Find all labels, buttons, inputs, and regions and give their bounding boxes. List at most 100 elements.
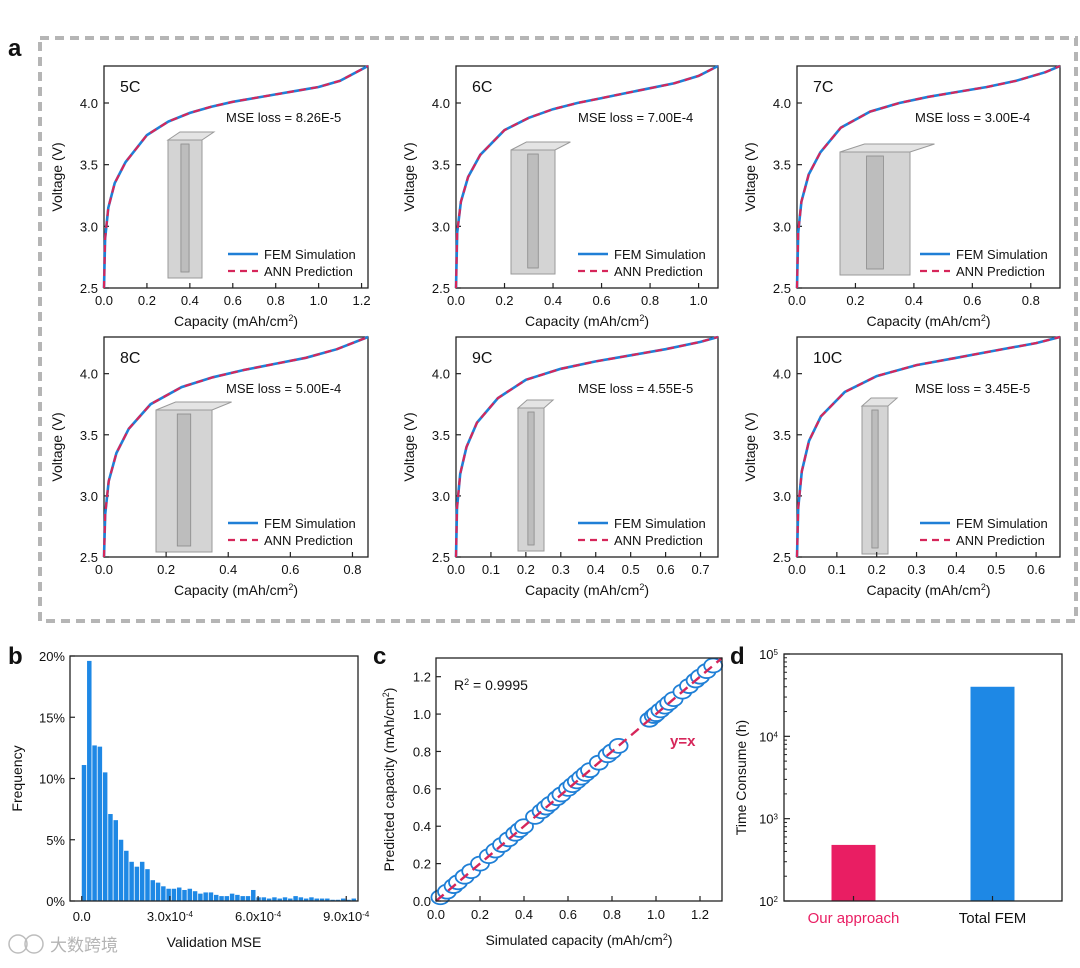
legend-ann-label: ANN Prediction xyxy=(614,533,703,548)
y-tick-label: 15% xyxy=(39,710,65,725)
electrode-model-image xyxy=(516,399,555,552)
x-tick-label: 0.3 xyxy=(908,562,926,577)
model-pillar xyxy=(527,411,535,546)
y-axis-label: Voltage (V) xyxy=(401,412,417,481)
watermark-logo-icon xyxy=(24,934,44,954)
histogram-bar xyxy=(245,896,251,901)
legend-ann-label: ANN Prediction xyxy=(956,264,1045,279)
x-tick-label: 0.4 xyxy=(587,562,605,577)
model-pillar xyxy=(176,413,192,547)
model-top xyxy=(510,141,571,151)
histogram-bar xyxy=(134,866,140,901)
panel-label-c: c xyxy=(373,643,386,670)
histogram-bar xyxy=(150,880,156,901)
voltage-plot-5C: 0.0 0.2 0.4 0.6 0.8 1.0 1.2 2.5 3.0 3.5 4.0 Capacit… xyxy=(49,64,371,329)
histogram-bar xyxy=(219,896,224,901)
y-tick-label: 2.5 xyxy=(773,550,791,565)
voltage-plot-6C: 0.0 0.2 0.4 0.6 0.8 1.0 2.5 3.0 3.5 4.0 Capacity (… xyxy=(401,64,719,329)
histogram-bar xyxy=(266,898,272,901)
histogram-bar xyxy=(288,898,293,901)
watermark-logo-icon xyxy=(8,934,28,954)
x-tick-label: 0.0 xyxy=(73,909,91,924)
x-tick-label: 0.8 xyxy=(343,562,361,577)
x-axis-label: Capacity (mAh/cm2) xyxy=(866,313,990,329)
x-axis-label: Validation MSE xyxy=(167,934,262,950)
histogram-bar xyxy=(303,898,309,901)
legend-fem-label: FEM Simulation xyxy=(264,247,356,262)
x-tick-label: 0.2 xyxy=(846,293,864,308)
histogram-bar xyxy=(108,814,113,901)
x-tick-label: 1.0 xyxy=(690,293,708,308)
histogram-bar xyxy=(351,898,357,901)
plot-frame xyxy=(103,336,369,558)
histogram-bar xyxy=(198,893,203,901)
histogram-bar xyxy=(251,889,256,901)
y-tick-label: 3.5 xyxy=(80,158,98,173)
plot-frame xyxy=(103,65,369,289)
electrode-model-image xyxy=(166,131,216,279)
mse-annotation: MSE loss = 4.55E-5 xyxy=(578,381,693,396)
y-tick-label: 105 xyxy=(759,647,778,662)
c-rate-title: 9C xyxy=(472,350,492,367)
model-pillar xyxy=(527,153,539,269)
ann-prediction-line xyxy=(795,64,1061,289)
histogram-bar xyxy=(208,892,214,901)
y-tick-label: 2.5 xyxy=(432,281,450,296)
legend-ann-label: ANN Prediction xyxy=(264,264,353,279)
x-tick-label: 0.2 xyxy=(138,293,156,308)
model-pillar xyxy=(866,155,884,270)
y-tick-label: 4.0 xyxy=(432,367,450,382)
plot-frame xyxy=(455,65,719,289)
x-tick-label: 0.4 xyxy=(515,907,533,922)
plot-frame xyxy=(783,653,1063,902)
ann-prediction-line xyxy=(102,335,369,558)
legend-ann-label: ANN Prediction xyxy=(264,533,353,548)
electrode-model-image xyxy=(155,401,232,553)
x-axis-label: Simulated capacity (mAh/cm2) xyxy=(485,932,672,948)
plot-frame xyxy=(455,336,719,558)
y-tick-label: 3.0 xyxy=(432,489,450,504)
y-tick-label: 3.0 xyxy=(773,489,791,504)
scatter-panel-c: 0.0 0.2 0.4 0.6 0.8 1.0 1.2 0.0 0.2 0.4 0.6 0.8 1.0 1… xyxy=(381,657,724,948)
voltage-plot-10C: 0.0 0.1 0.2 0.3 0.4 0.5 0.6 2.5 3.0 3.5 4.0 Capacit… xyxy=(742,335,1061,598)
mse-annotation: MSE loss = 7.00E-4 xyxy=(578,110,693,125)
y-tick-label: 2.5 xyxy=(80,550,98,565)
x-tick-label: 1.2 xyxy=(691,907,709,922)
plot-frame xyxy=(796,65,1061,289)
x-tick-label: 0.6 xyxy=(224,293,242,308)
y-tick-label: 1.0 xyxy=(413,707,431,722)
c-rate-title: 6C xyxy=(472,79,492,96)
histogram-bar xyxy=(92,745,97,901)
histogram-panel-b: 0% 5% 10% 15% 20% 0.0 3.0x10-4 6.0x10-4 9.0x10-4… xyxy=(9,649,370,950)
x-tick-label: 0.0 xyxy=(447,562,465,577)
y-tick-label: 3.0 xyxy=(773,219,791,234)
x-tick-label: 0.8 xyxy=(641,293,659,308)
histogram-bar xyxy=(261,897,267,901)
y-axis-label: Voltage (V) xyxy=(401,142,417,211)
x-tick-label: 0.6 xyxy=(559,907,577,922)
y-tick-label: 2.5 xyxy=(80,281,98,296)
x-tick-label: 1.2 xyxy=(353,293,371,308)
x-tick-label: 1.0 xyxy=(310,293,328,308)
x-axis-label: Capacity (mAh/cm2) xyxy=(866,582,990,598)
x-tick-label: 0.3 xyxy=(552,562,570,577)
watermark: 大数跨境 xyxy=(8,934,118,955)
histogram-bar xyxy=(240,896,245,901)
x-tick-label: 3.0x10-4 xyxy=(147,909,194,924)
legend-fem-label: FEM Simulation xyxy=(956,247,1048,262)
category-label: Our approach xyxy=(808,910,900,927)
histogram-bar xyxy=(229,893,235,901)
category-label: Total FEM xyxy=(959,910,1027,927)
y-tick-label: 2.5 xyxy=(432,550,450,565)
histogram-bar xyxy=(118,839,124,901)
voltage-plot-9C: 0.0 0.1 0.2 0.3 0.4 0.5 0.6 0.7 2.5 3.0 3.5 4.0 Capa… xyxy=(401,335,719,598)
y-tick-label: 3.5 xyxy=(80,428,98,443)
x-tick-label: 0.8 xyxy=(603,907,621,922)
x-tick-label: 1.0 xyxy=(647,907,665,922)
identity-line xyxy=(435,657,723,902)
histogram-bar xyxy=(272,897,277,901)
fem-simulation-line xyxy=(454,335,719,558)
histogram-bar xyxy=(235,894,240,901)
x-tick-label: 0.0 xyxy=(95,293,113,308)
histogram-bar xyxy=(340,898,346,901)
